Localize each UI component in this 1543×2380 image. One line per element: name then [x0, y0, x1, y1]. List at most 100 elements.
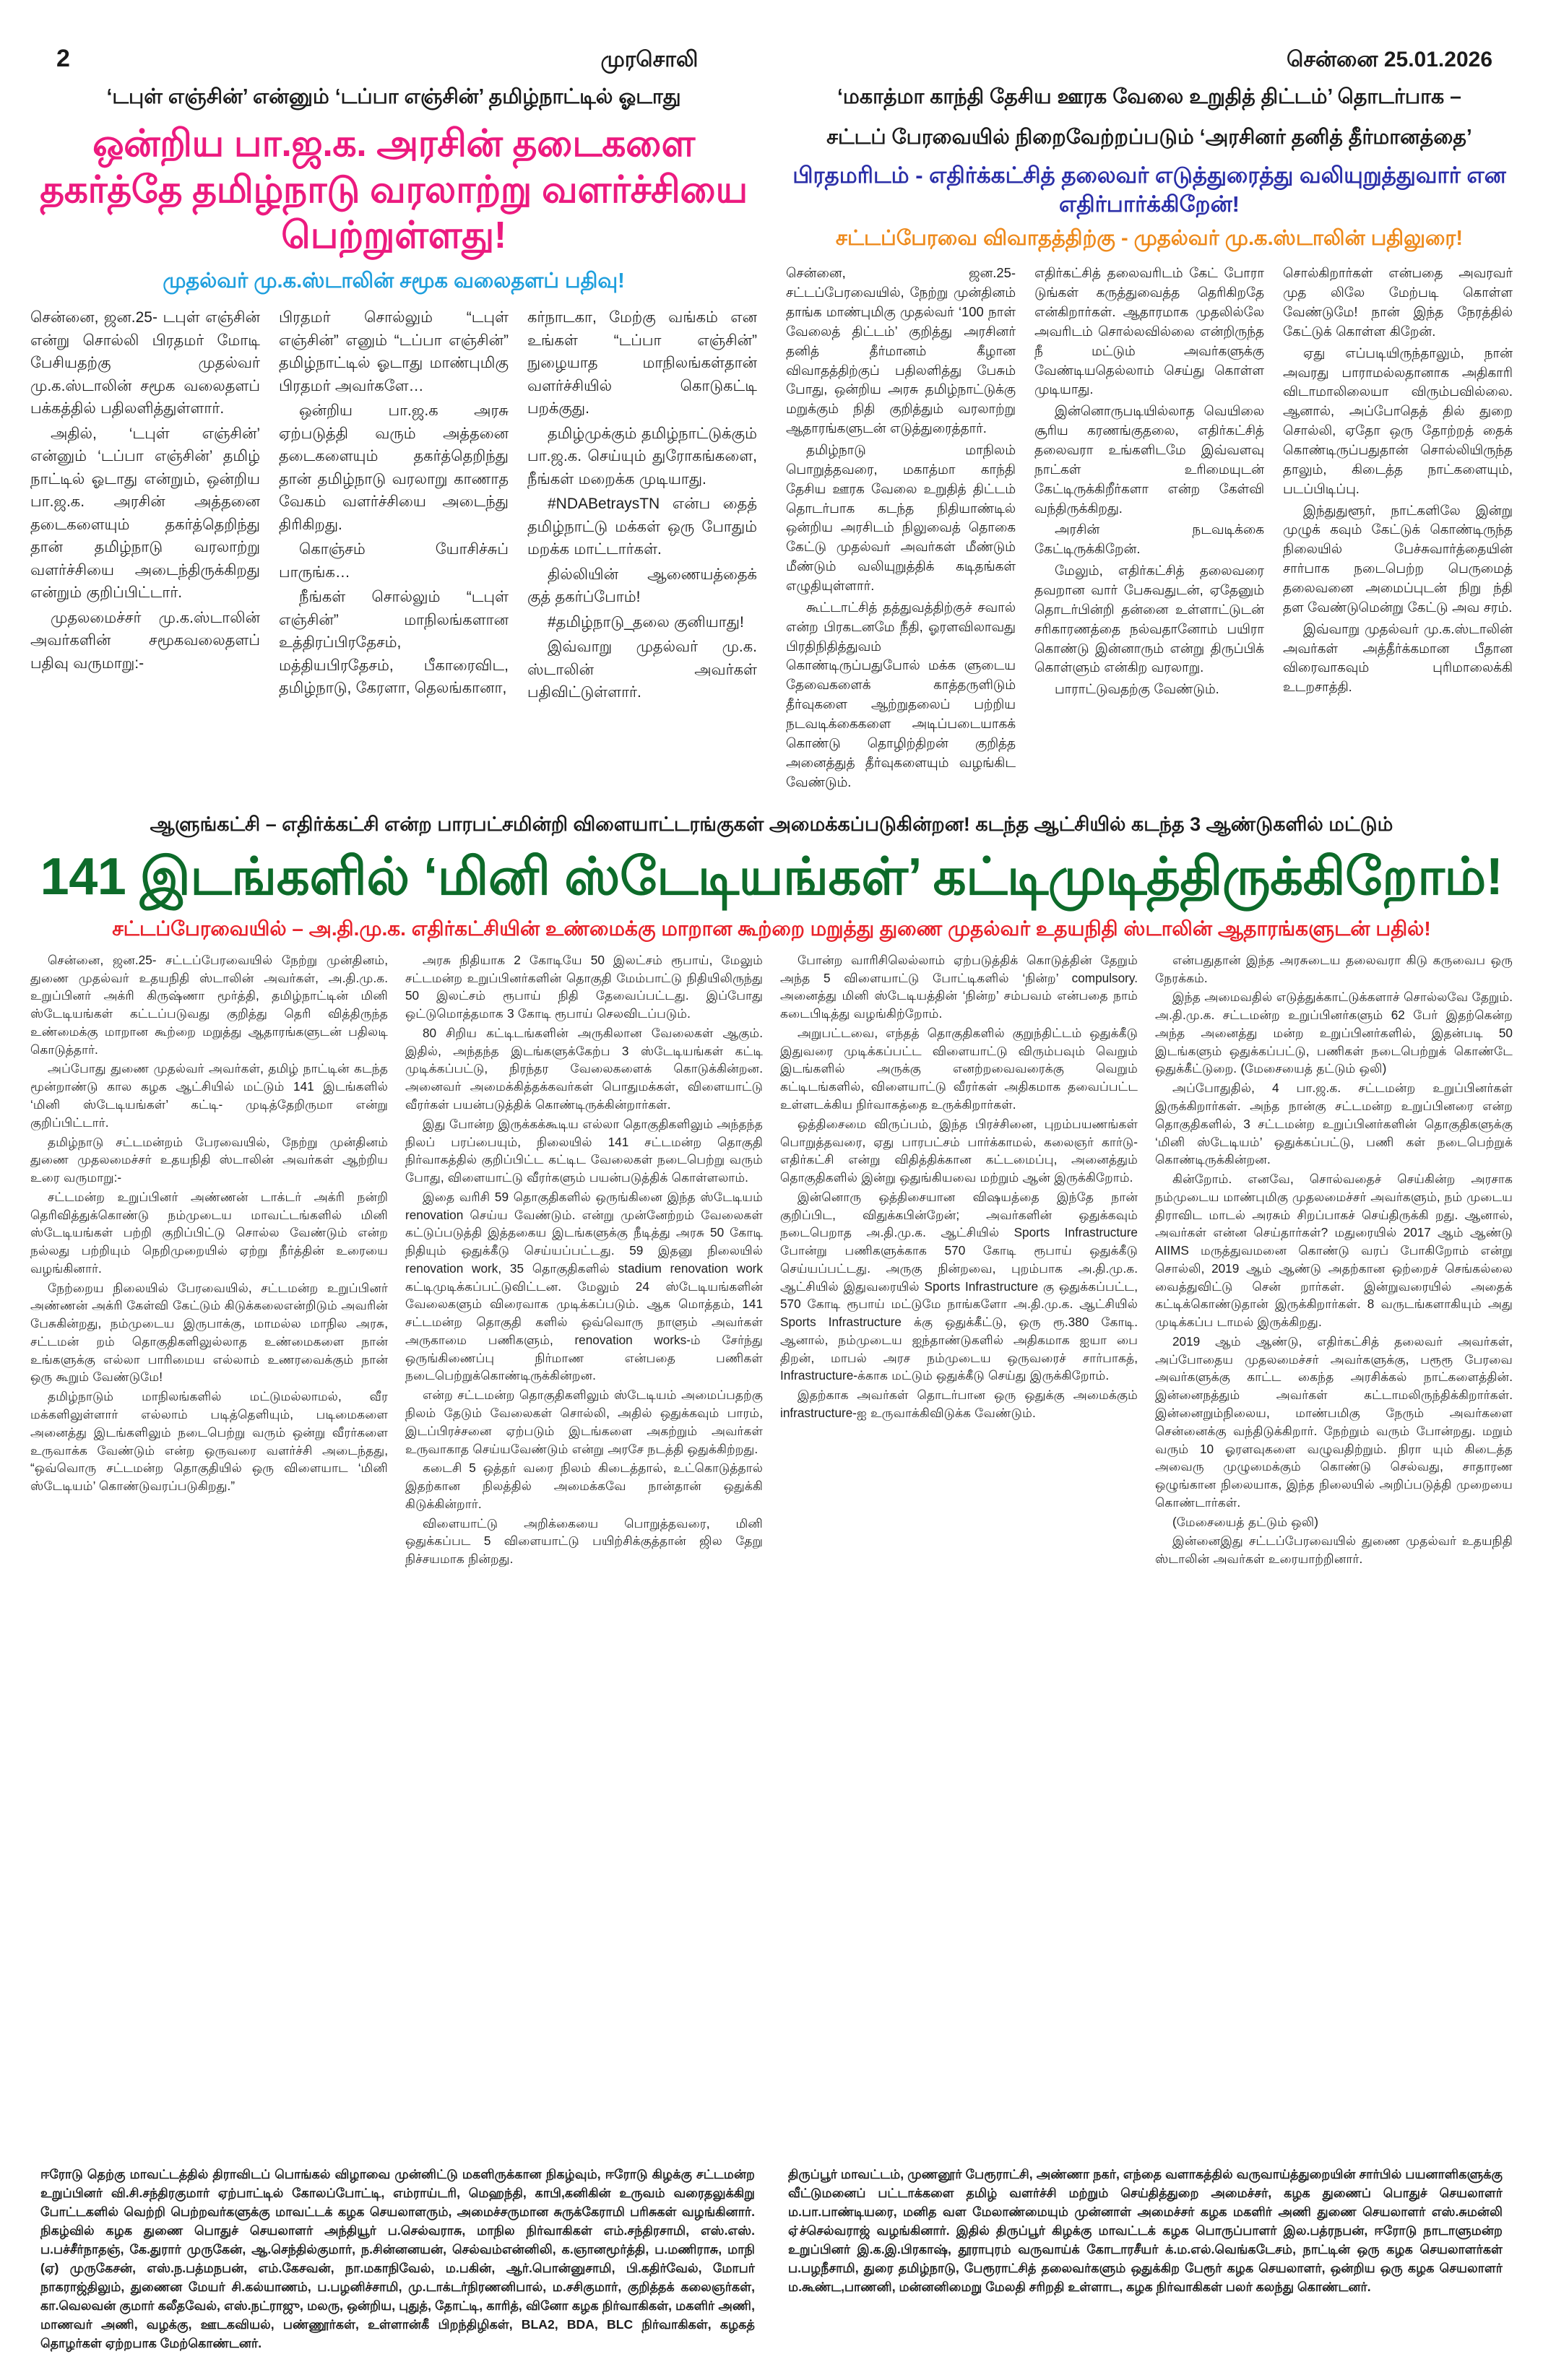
right-columns: சென்னை, ஜன.25- சட்டப்பேரவையில், நேற்று ம…	[786, 256, 1513, 794]
bottom-caption-left: ஈரோடு தெற்கு மாவட்டத்தில் திராவிடப் பொங்…	[40, 2165, 755, 2353]
feature-col-2: அரசு நிதியாக 2 கோடியே 50 இலட்சம் ரூபாய்,…	[405, 951, 763, 1570]
feature-headline: 141 இடங்களில் ‘மினி ஸ்டேடியங்கள்’ கட்டிம…	[40, 847, 1503, 906]
feature-subhead: சட்டப்பேரவையில் – அ.தி.மு.க. எதிர்கட்சிய…	[112, 917, 1431, 940]
feature-article: ஆளுங்கட்சி – எதிர்க்கட்சி என்ற பாரபட்சமி…	[0, 807, 1543, 1569]
paragraph: இதை வரிசி 59 தொகுதிகளில் ஒருங்கினை இந்த …	[405, 1189, 763, 1383]
paragraph: நீங்கள் சொல்லும் “டபுள் எஞ்சின்” மாநிலங்…	[279, 589, 509, 697]
paragraph: தமிழ்முக்கும் தமிழ்நாட்டுக்கும் பா.ஜ.க. …	[527, 425, 757, 488]
paragraph: தில்லியின் ஆணையத்தைக் குத் தகர்ப்போம்!	[527, 566, 757, 606]
paragraph: தமிழ்நாடும் மாநிலங்களில் மட்டுமல்லாமல், …	[30, 1389, 388, 1494]
paragraph: பாராட்டுவதற்கு வேண்டும்.	[1055, 681, 1219, 697]
bottom-caption-columns: ஈரோடு தெற்கு மாவட்டத்தில் திராவிடப் பொங்…	[40, 2165, 1503, 2353]
feature-col-3-text: போன்ற வாரிசிலெல்லாம் ஏற்படுத்திக் கொடுத்…	[780, 951, 1138, 1422]
feature-col-4-text: என்பதுதான் இந்த அரசுடைய தலைவரா கிடு கருவ…	[1155, 951, 1513, 1568]
paragraph: இந்த அமைவதில் எடுத்துக்காட்டுக்களாச் சொல…	[1155, 990, 1513, 1076]
caption-right-text: திருப்பூர் மாவட்டம், முணனூர் பேரூராட்சி,…	[788, 2165, 1503, 2296]
paragraph: கூட்டாட்சித் தத்துவத்திற்குச் சவால் என்ற…	[786, 599, 1016, 789]
right-kicker-line2: சட்டப் பேரவையில் நிறைவேற்றப்படும் ‘அரசின…	[826, 126, 1472, 150]
paragraph: கொஞ்சம் யோசிச்சுப் பாருங்க…	[279, 541, 509, 581]
paragraph: தமிழ்நாடு மாநிலம் பொறுத்தவரை, மகாத்மா கா…	[786, 441, 1016, 593]
left-col-1-text: சென்னை, ஜன.25- டபுள் எஞ்சின் என்று சொல்ல…	[30, 306, 260, 675]
paragraph: சொல்கிறார்கள் என்பதை அவரவர் முத லிலே மேற…	[1283, 265, 1513, 339]
paragraph: பிரதமர் சொல்லும் “டபுள் எஞ்சின்” எனும் “…	[279, 309, 509, 394]
paragraph: கின்றோம். எனவே, சொல்வதைச் செய்கின்ற அரசா…	[1155, 1172, 1513, 1330]
paragraph: சென்னை, ஜன.25- சட்டப்பேரவையில், நேற்று ம…	[786, 265, 1016, 436]
paragraph: அதில், ‘டபுள் எஞ்சின்’ என்னும் ‘டப்பா எஞ…	[30, 425, 260, 602]
masthead: 2 முரசொலி சென்னை 25.01.2026	[0, 0, 1543, 75]
left-columns: சென்னை, ஜன.25- டபுள் எஞ்சின் என்று சொல்ல…	[30, 299, 757, 706]
paragraph: இவ்வாறு முதல்வர் மு.க. ஸ்டாலின் அவர்கள் …	[527, 639, 757, 701]
feature-col-1-text: சென்னை, ஜன.25- சட்டப்பேரவையில் நேற்று மு…	[30, 951, 388, 1495]
paragraph: (மேசையைத் தட்டும் ஒலி)	[1172, 1514, 1318, 1529]
feature-kicker: ஆளுங்கட்சி – எதிர்க்கட்சி என்ற பாரபட்சமி…	[150, 813, 1393, 836]
right-headline: பிரதமரிடம் - எதிர்க்கட்சித் தலைவர் எடுத்…	[792, 162, 1506, 217]
right-col-3-text: சொல்கிறார்கள் என்பதை அவரவர் முத லிலே மேற…	[1283, 264, 1513, 697]
paragraph: என்ற சட்டமன்ற தொகுதிகளிலும் ஸ்டேடியம் அம…	[405, 1388, 763, 1456]
paragraph: முதலமைச்சர் மு.க.ஸ்டாலின் அவர்களின் சமூக…	[30, 609, 260, 672]
paragraph: 2019 ஆம் ஆண்டு, எதிர்கட்சித் தலைவர் அவர்…	[1155, 1333, 1513, 1510]
left-col-1: சென்னை, ஜன.25- டபுள் எஞ்சின் என்று சொல்ல…	[30, 306, 260, 706]
paragraph: சட்டமன்ற உறுப்பினர் அண்ணன் டாக்டர் அக்ரி…	[30, 1189, 388, 1276]
left-col-3: கர்நாடகா, மேற்கு வங்கம் என உங்கள் “டப்பா…	[527, 306, 757, 706]
paragraph: தமிழ்நாடு சட்டமன்றம் பேரவையில், நேற்று ம…	[30, 1134, 388, 1185]
paragraph: இதற்காக அவர்கள் தொடர்பான ஒரு ஒதுக்கு அமை…	[780, 1388, 1138, 1421]
paragraph: அரசின் நடவடிக்கை கேட்டிருக்கிறேன்.	[1034, 522, 1264, 557]
feature-col-3: போன்ற வாரிசிலெல்லாம் ஏற்படுத்திக் கொடுத்…	[780, 951, 1138, 1570]
paragraph: நேற்றைய நிலையில் பேரவையில், சட்டமன்ற உறு…	[30, 1280, 388, 1385]
paragraph: போன்ற வாரிசிலெல்லாம் ஏற்படுத்திக் கொடுத்…	[780, 952, 1138, 1021]
feature-columns: சென்னை, ஜன.25- சட்டப்பேரவையில் நேற்று மு…	[30, 951, 1513, 1570]
right-col-1-text: சென்னை, ஜன.25- சட்டப்பேரவையில், நேற்று ம…	[786, 264, 1016, 792]
paragraph: அரசு நிதியாக 2 கோடியே 50 இலட்சம் ரூபாய்,…	[405, 952, 763, 1021]
caption-left-text: ஈரோடு தெற்கு மாவட்டத்தில் திராவிடப் பொங்…	[40, 2165, 755, 2353]
left-kicker: ‘டபுள் எஞ்சின்’ என்னும் ‘டப்பா எஞ்சின்’ …	[106, 85, 681, 108]
right-col-1: சென்னை, ஜன.25- சட்டப்பேரவையில், நேற்று ம…	[786, 264, 1016, 794]
paragraph: இன்னொரு ஒத்திசையான விஷயத்தை இந்தே நான் க…	[780, 1189, 1138, 1383]
paragraph: ஏது எப்படியிருந்தாலும், நான் அவரது பாராம…	[1283, 345, 1513, 496]
left-col-2: பிரதமர் சொல்லும் “டபுள் எஞ்சின்” எனும் “…	[279, 306, 509, 706]
right-col-3: சொல்கிறார்கள் என்பதை அவரவர் முத லிலே மேற…	[1283, 264, 1513, 794]
paragraph: சென்னை, ஜன.25- சட்டப்பேரவையில் நேற்று மு…	[30, 952, 388, 1057]
left-col-3-text: கர்நாடகா, மேற்கு வங்கம் என உங்கள் “டப்பா…	[527, 306, 757, 704]
paragraph: சென்னை, ஜன.25- டபுள் எஞ்சின் என்று சொல்ல…	[30, 309, 260, 417]
right-col-2-text: எதிர்கட்சித் தலைவரிடம் கேட் போரா டுங்கள்…	[1034, 264, 1264, 699]
feature-col-4: என்பதுதான் இந்த அரசுடைய தலைவரா கிடு கருவ…	[1155, 951, 1513, 1570]
paragraph: ஒத்திசைமை விருப்பம், இந்த பிரச்சினை, புற…	[780, 1116, 1138, 1185]
paragraph: இவ்வாறு முதல்வர் மு.க.ஸ்டாலின் அவர்கள் அ…	[1283, 620, 1513, 695]
paragraph: இது போன்ற இருக்கக்கூடிய எல்லா தொகுதிகளில…	[405, 1116, 763, 1185]
paragraph: 80 சிறிய கட்டிடங்களின் அருகிலான வேலைகள் …	[405, 1025, 763, 1112]
feature-col-1: சென்னை, ஜன.25- சட்டப்பேரவையில் நேற்று மு…	[30, 951, 388, 1570]
paragraph: கர்நாடகா, மேற்கு வங்கம் என உங்கள் “டப்பா…	[527, 309, 757, 417]
paragraph: ஒன்றிய பா.ஜ.க அரசு ஏற்படுத்தி வரும் அத்த…	[279, 402, 509, 533]
feature-col-2-text: அரசு நிதியாக 2 கோடியே 50 இலட்சம் ரூபாய்,…	[405, 951, 763, 1568]
paragraph: இன்னொருபடியில்லாத வெயிலை சூரிய கரணங்குதல…	[1034, 403, 1264, 516]
paragraph: மேலும், எதிர்கட்சித் தலைவரை தவறான வார் ப…	[1034, 563, 1264, 675]
paragraph: அறுபட்டவை, எந்தத் தொகுதிகளில் குறுந்திட்…	[780, 1025, 1138, 1112]
paragraph: இந்துதுளூர், நாட்களிலே இன்று முழுக் கவும…	[1283, 502, 1513, 615]
article-right: ‘மகாத்மா காந்தி தேசிய ஊரக வேலை உறுதித் த…	[786, 75, 1513, 794]
paragraph: ஈரோடு தெற்கு மாவட்டத்தில் திராவிடப் பொங்…	[40, 2166, 755, 2350]
paragraph: எதிர்கட்சித் தலைவரிடம் கேட் போரா டுங்கள்…	[1034, 265, 1264, 397]
paper-name: முரசொலி	[600, 48, 699, 72]
paragraph: விளையாட்டு அறிக்கையை பொறுத்தவரை, மினி ஒத…	[405, 1515, 763, 1567]
paragraph: அப்போது துணை முதல்வர் அவர்கள், தமிழ் நாட…	[30, 1061, 388, 1130]
paragraph: கடைசி 5 ஒத்தர் வரை நிலம் கிடைத்தால், உட்…	[405, 1461, 763, 1511]
right-subhead: சட்டப்பேரவை விவாதத்திற்கு - முதல்வர் மு.…	[835, 226, 1464, 250]
paragraph: என்பதுதான் இந்த அரசுடைய தலைவரா கிடு கருவ…	[1155, 952, 1513, 985]
paragraph: #தமிழ்நாடு_தலை குனியாது!	[548, 613, 744, 631]
left-col-2-text: பிரதமர் சொல்லும் “டபுள் எஞ்சின்” எனும் “…	[279, 306, 509, 700]
left-subhead: முதல்வர் மு.க.ஸ்டாலின் சமூக வலைதளப் பதிவ…	[163, 269, 625, 293]
top-articles-area: ‘டபுள் எஞ்சின்’ என்னும் ‘டப்பா எஞ்சின்’ …	[0, 75, 1543, 794]
right-kicker-line1: ‘மகாத்மா காந்தி தேசிய ஊரக வேலை உறுதித் த…	[837, 85, 1461, 108]
paragraph: திருப்பூர் மாவட்டம், முணனூர் பேரூராட்சி,…	[788, 2166, 1503, 2294]
right-col-2: எதிர்கட்சித் தலைவரிடம் கேட் போரா டுங்கள்…	[1034, 264, 1264, 794]
paragraph: இன்னைஇது சட்டப்பேரவையில் துணை முதல்வர் உ…	[1155, 1533, 1513, 1567]
left-headline: ஒன்றிய பா.ஜ.க. அரசின் தடைகளை தகர்த்தே தம…	[40, 123, 748, 257]
edition-date: சென்னை 25.01.2026	[1286, 48, 1492, 72]
article-left: ‘டபுள் எஞ்சின்’ என்னும் ‘டப்பா எஞ்சின்’ …	[30, 75, 757, 794]
bottom-caption-right: திருப்பூர் மாவட்டம், முணனூர் பேரூராட்சி,…	[788, 2165, 1503, 2353]
paragraph: அப்போதுதில், 4 பா.ஜ.க. சட்டமன்ற உறுப்பின…	[1155, 1081, 1513, 1167]
paragraph: #NDABetraysTN என்ப தைத் தமிழ்நாட்டு மக்க…	[527, 496, 757, 558]
page-number: 2	[56, 45, 70, 72]
bottom-captions: ஈரோடு தெற்கு மாவட்டத்தில் திராவிடப் பொங்…	[0, 2165, 1543, 2380]
